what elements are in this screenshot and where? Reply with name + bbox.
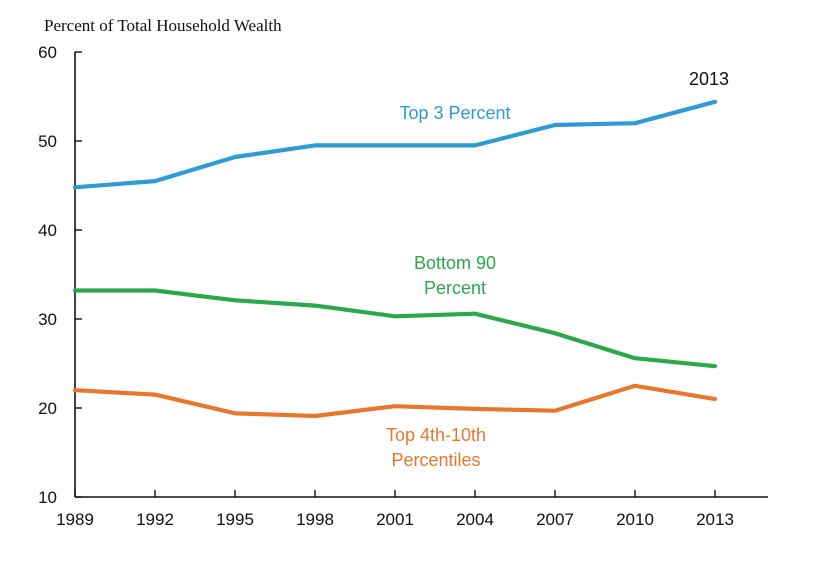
y-tick-label: 40: [38, 221, 57, 240]
series-label-top3: Top 3 Percent: [399, 103, 510, 123]
series-label-bottom90-line1: Bottom 90: [414, 253, 496, 273]
series-label-top4to10-line2: Percentiles: [391, 450, 480, 470]
series-label-top4to10-line1: Top 4th-10th: [386, 425, 486, 445]
series-lines: [72, 99, 718, 419]
x-tick-label: 2010: [616, 510, 654, 529]
series-line-top4to10: [72, 383, 718, 419]
x-tick-label: 2013: [696, 510, 734, 529]
series-label-bottom90-line2: Percent: [424, 278, 486, 298]
axes: 10 20 30 40 50 60 1989 1992 1995 1998 2001 2004 2007…: [38, 43, 768, 529]
year-annotation-2013: 2013: [689, 69, 729, 89]
x-tick-label: 2007: [536, 510, 574, 529]
x-tick-label: 2004: [456, 510, 494, 529]
y-tick-label: 20: [38, 399, 57, 418]
series-line-top3: [72, 99, 718, 190]
x-tick-label: 2001: [376, 510, 414, 529]
x-tick-label: 1992: [136, 510, 174, 529]
x-tick-label: 1995: [216, 510, 254, 529]
x-tick-label: 1989: [56, 510, 94, 529]
x-tick-label: 1998: [296, 510, 334, 529]
y-axis-title: Percent of Total Household Wealth: [44, 16, 282, 35]
y-tick-label: 50: [38, 132, 57, 151]
y-tick-label: 10: [38, 488, 57, 507]
series-line-bottom90: [72, 288, 718, 369]
y-tick-label: 30: [38, 310, 57, 329]
y-tick-label: 60: [38, 43, 57, 62]
